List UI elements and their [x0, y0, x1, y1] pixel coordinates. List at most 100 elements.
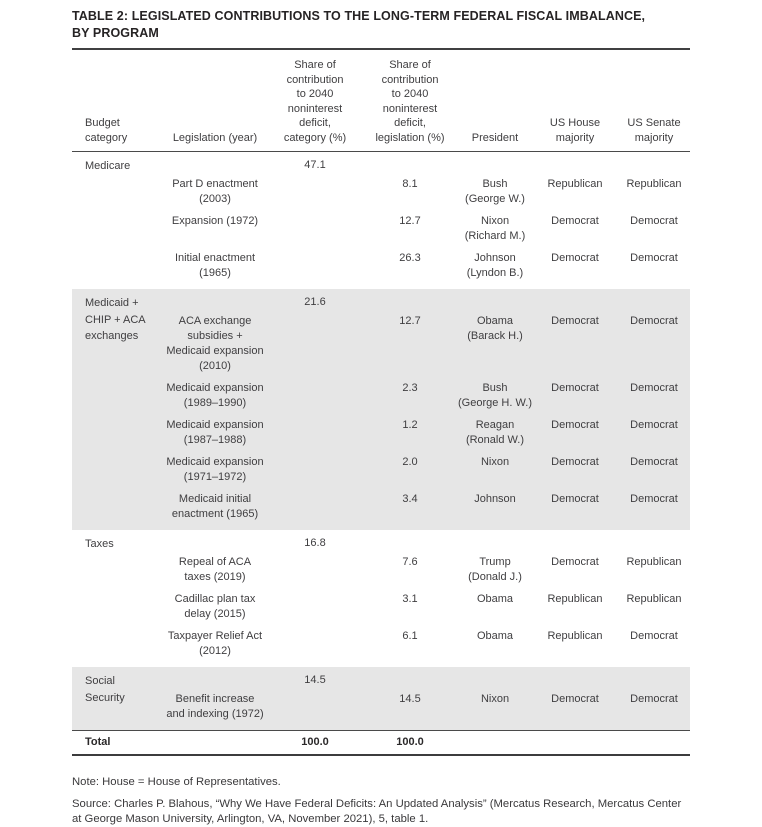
table-row: Part D enactment (2003) 8.1 Bush (George… — [162, 173, 690, 210]
house-majority-cell: Democrat — [551, 215, 599, 227]
total-legislation-share: 100.0 — [396, 736, 424, 748]
section-taxes: Taxes 16.8 Repeal of ACA taxes (2019) 7.… — [72, 530, 690, 667]
president-cell: Johnson (Lyndon B.) — [466, 252, 524, 279]
president-cell: Trump (Donald J.) — [468, 556, 522, 583]
house-majority-cell: Republican — [547, 630, 603, 642]
legislation-cell: Medicaid expansion (1987–1988) — [166, 419, 264, 446]
category-share-value: 14.5 — [304, 674, 326, 686]
table-row: Benefit increase and indexing (1972) 14.… — [162, 688, 690, 725]
budget-category-label: Social Security — [85, 675, 125, 704]
legislation-share-cell: 8.1 — [402, 178, 418, 190]
column-header-president: President — [471, 131, 519, 144]
table-row: Expansion (1972) 12.7 Nixon (Richard M.)… — [162, 210, 690, 247]
president-cell: Bush (George W.) — [465, 178, 525, 205]
legislation-cell: Medicaid expansion (1971–1972) — [166, 456, 264, 483]
house-majority-cell: Democrat — [551, 693, 599, 705]
legislation-share-cell: 2.3 — [402, 382, 418, 394]
legislation-share-cell: 12.7 — [399, 315, 421, 327]
legislation-cell: Expansion (1972) — [171, 215, 259, 227]
legislation-share-cell: 26.3 — [399, 252, 421, 264]
table-row: Medicaid expansion (1987–1988) 1.2 Reaga… — [162, 414, 690, 451]
president-cell: Nixon — [480, 693, 510, 705]
category-share-value: 21.6 — [304, 296, 326, 308]
president-cell: Obama — [476, 593, 514, 605]
president-cell: Obama (Barack H.) — [467, 315, 523, 342]
table-row: Repeal of ACA taxes (2019) 7.6 Trump (Do… — [162, 551, 690, 588]
legislation-share-cell: 1.2 — [402, 419, 418, 431]
president-cell: Nixon (Richard M.) — [464, 215, 526, 242]
legislation-share-cell: 2.0 — [402, 456, 418, 468]
category-share-value: 16.8 — [304, 537, 326, 549]
house-majority-cell: Democrat — [551, 419, 599, 431]
column-header-house-majority: US House majority — [549, 117, 601, 144]
data-table: Budget category Legislation (year) Share… — [72, 48, 690, 756]
total-row: Total 100.0 100.0 — [72, 730, 690, 756]
legislation-share-cell: 6.1 — [402, 630, 418, 642]
house-majority-cell: Democrat — [551, 493, 599, 505]
budget-category-label: Medicaid + CHIP + ACA exchanges — [85, 297, 146, 342]
senate-majority-cell: Republican — [626, 556, 682, 568]
table-row: Initial enactment (1965) 26.3 Johnson (L… — [162, 247, 690, 284]
legislation-cell: Cadillac plan tax delay (2015) — [174, 593, 256, 620]
table-row: Medicaid initial enactment (1965) 3.4 Jo… — [162, 488, 690, 525]
house-majority-cell: Democrat — [551, 252, 599, 264]
source-line: Source: Charles P. Blahous, “Why We Have… — [72, 798, 682, 825]
table-row: Medicaid expansion (1989–1990) 2.3 Bush … — [162, 377, 690, 414]
column-header-senate-majority: US Senate majority — [627, 117, 681, 144]
table-row: Cadillac plan tax delay (2015) 3.1 Obama… — [162, 588, 690, 625]
section-social-security: Social Security 14.5 Benefit increase an… — [72, 667, 690, 730]
budget-category-label: Taxes — [85, 538, 114, 550]
house-majority-cell: Republican — [547, 593, 603, 605]
president-cell: Obama — [476, 630, 514, 642]
column-header-category-share: Share of contribution to 2040 noninteres… — [283, 59, 347, 144]
section-medicaid-chip-aca: Medicaid + CHIP + ACA exchanges 21.6 ACA… — [72, 289, 690, 530]
column-header-legislation-share: Share of contribution to 2040 noninteres… — [375, 59, 445, 144]
senate-majority-cell: Democrat — [630, 456, 678, 468]
senate-majority-cell: Democrat — [630, 315, 678, 327]
category-share-row: 14.5 — [162, 667, 690, 688]
table-row: ACA exchange subsidies + Medicaid expans… — [162, 310, 690, 377]
senate-majority-cell: Democrat — [630, 419, 678, 431]
senate-majority-cell: Democrat — [630, 630, 678, 642]
senate-majority-cell: Democrat — [630, 382, 678, 394]
total-category-share: 100.0 — [301, 736, 329, 748]
budget-category-label: Medicare — [85, 160, 131, 172]
category-share-row: 47.1 — [162, 152, 690, 173]
legislation-share-cell: 3.4 — [402, 493, 418, 505]
president-cell: Reagan (Ronald W.) — [465, 419, 525, 446]
president-cell: Nixon — [480, 456, 510, 468]
legislation-share-cell: 7.6 — [402, 556, 418, 568]
legislation-cell: Initial enactment (1965) — [174, 252, 256, 279]
house-majority-cell: Democrat — [551, 382, 599, 394]
senate-majority-cell: Republican — [626, 178, 682, 190]
legislation-share-cell: 14.5 — [399, 693, 421, 705]
senate-majority-cell: Republican — [626, 593, 682, 605]
legislation-cell: Taxpayer Relief Act (2012) — [167, 630, 263, 657]
note-line: Note: House = House of Representatives. — [72, 776, 281, 788]
section-medicare: Medicare 47.1 Part D enactment (2003) 8.… — [72, 152, 690, 289]
column-header-legislation: Legislation (year) — [172, 131, 258, 144]
legislation-cell: Medicaid expansion (1989–1990) — [166, 382, 264, 409]
senate-majority-cell: Democrat — [630, 215, 678, 227]
house-majority-cell: Democrat — [551, 315, 599, 327]
president-cell: Johnson — [474, 493, 516, 505]
legislation-cell: ACA exchange subsidies + Medicaid expans… — [166, 315, 264, 372]
table-notes: Note: House = House of Representatives. … — [72, 775, 690, 827]
category-share-row: 21.6 — [162, 289, 690, 310]
legislation-cell: Repeal of ACA taxes (2019) — [178, 556, 252, 583]
table-header-row: Budget category Legislation (year) Share… — [72, 50, 690, 152]
category-share-row: 16.8 — [162, 530, 690, 551]
legislation-share-cell: 12.7 — [399, 215, 421, 227]
senate-majority-cell: Democrat — [630, 693, 678, 705]
house-majority-cell: Republican — [547, 178, 603, 190]
legislation-cell: Medicaid initial enactment (1965) — [171, 493, 259, 520]
table-title: TABLE 2: LEGISLATED CONTRIBUTIONS TO THE… — [72, 9, 646, 40]
house-majority-cell: Democrat — [551, 556, 599, 568]
senate-majority-cell: Democrat — [630, 252, 678, 264]
legislation-cell: Part D enactment (2003) — [172, 178, 258, 205]
house-majority-cell: Democrat — [551, 456, 599, 468]
category-share-value: 47.1 — [304, 159, 326, 171]
president-cell: Bush (George H. W.) — [458, 382, 532, 409]
column-header-budget-category: Budget category — [85, 117, 128, 144]
